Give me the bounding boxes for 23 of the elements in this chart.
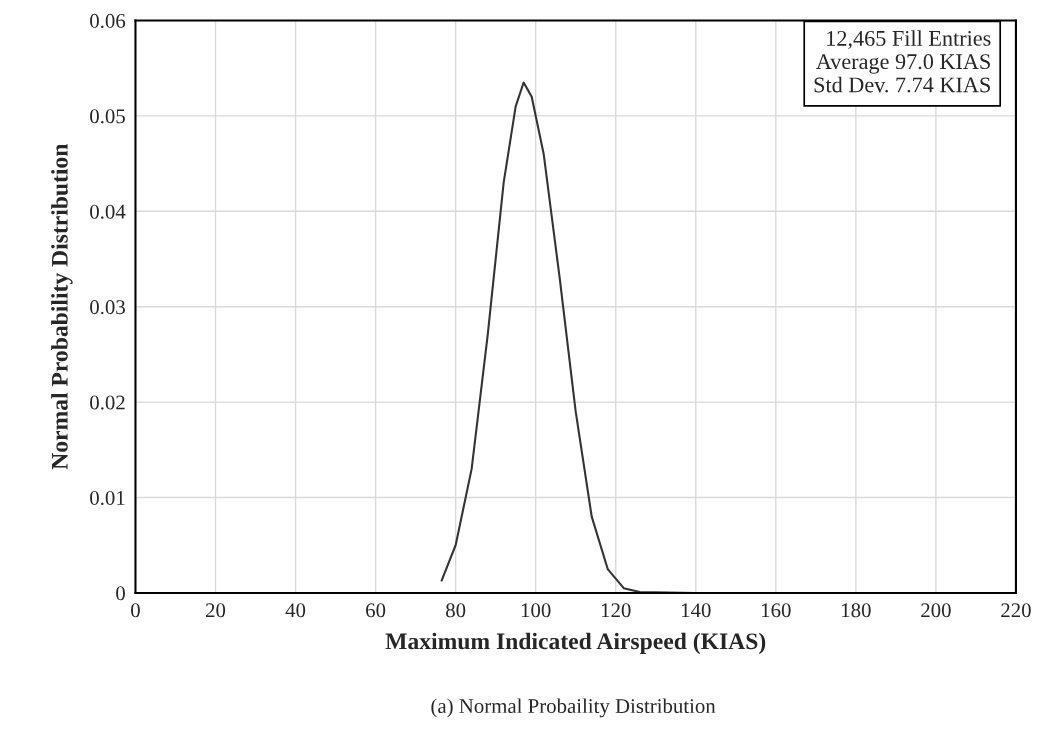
x-tick-label: 220 (1001, 603, 1031, 618)
x-tick-label: 40 (285, 603, 306, 618)
x-tick-label: 140 (681, 603, 711, 618)
y-tick-label: 0.05 (90, 109, 125, 124)
y-tick-label: 0.04 (90, 204, 126, 219)
x-axis-title: Maximum Indicated Airspeed (KIAS) (385, 632, 766, 655)
text: (a) Normal Probaility Distribution (431, 698, 716, 718)
x-tick-label: 200 (921, 603, 951, 618)
y-tick-label: 0 (116, 586, 125, 601)
x-tick-label: 20 (206, 603, 226, 618)
x-tick-label: 80 (446, 603, 466, 618)
x-tick-label: 0 (131, 603, 140, 618)
x-tick-label: 180 (842, 603, 871, 618)
y-axis-title: Normal Probability Distribution (51, 143, 73, 470)
y-tick-label: 0.03 (90, 300, 125, 315)
x-tick-label: 120 (601, 603, 631, 618)
x-tick-label: 60 (366, 603, 386, 618)
annotation: 12,465 Fill Entries Average 97.0 KIAS Std Dev. 7.74 KIAS (814, 30, 991, 93)
y-tick-label: 0.02 (90, 395, 125, 410)
x-tick-label: 100 (521, 603, 551, 618)
y-tick-label: 0.06 (90, 13, 126, 29)
x-tick-label: 160 (762, 603, 791, 618)
y-tick-label: 0.01 (90, 490, 125, 506)
